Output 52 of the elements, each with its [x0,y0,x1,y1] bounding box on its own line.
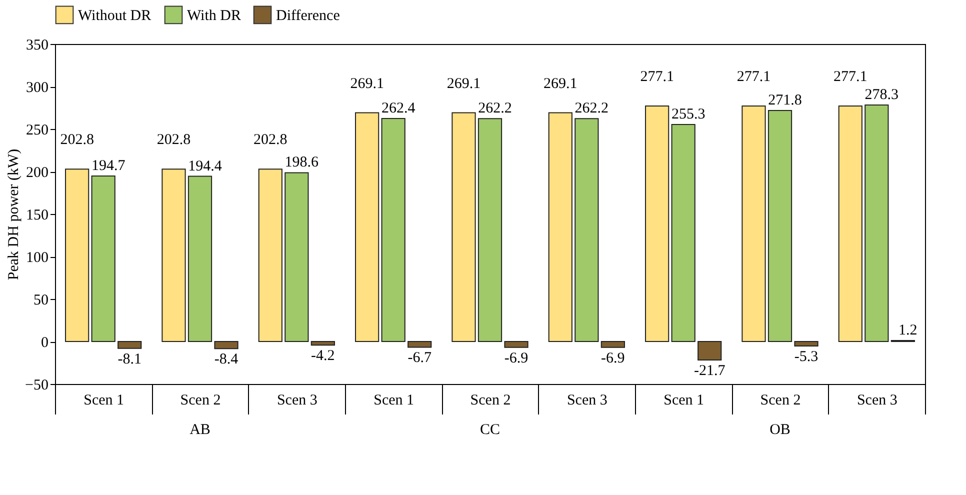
x-tick-label: Scen 3 [276,392,318,408]
y-tick-label: 250 [26,122,48,138]
text: CC [480,422,500,438]
legend-label: Difference [276,8,340,24]
data-label: 277.1 [736,68,771,85]
y-tick-label: 300 [26,80,48,96]
data-label: 269.1 [446,76,481,92]
x-tick-label: Scen 3 [566,392,608,408]
y-axis-title: Peak DH power (kW) [6,148,22,280]
data-label: -8.1 [118,351,142,368]
data-label: 194.4 [188,158,222,174]
y-tick-label: 50 [34,292,48,308]
text: OB [770,422,790,438]
data-label: 202.8 [156,132,191,148]
data-label: 202.8 [60,132,94,148]
x-tick-label: Scen 2 [760,392,801,408]
data-label: -6.9 [601,350,625,366]
legend-label: With DR [187,8,241,24]
y-tick-label: 0 [41,335,48,351]
data-label: 194.7 [91,158,126,174]
data-label: 269.1 [350,76,384,92]
data-label: 277.1 [640,68,674,85]
x-tick-label: Scen 1 [84,392,124,408]
data-label: 271.8 [768,92,802,108]
x-tick-label: Scen 1 [664,392,704,408]
y-tick-label: 350 [26,38,48,54]
data-label: -6.9 [504,350,528,366]
data-label: 278.3 [864,86,899,103]
data-label: 277.1 [834,68,868,85]
data-label: -6.7 [408,350,432,366]
data-label: 198.6 [284,154,320,171]
data-label: 202.8 [254,132,288,148]
data-label: -8.4 [214,352,239,368]
data-label: 262.2 [478,100,512,117]
x-tick-label: Scen 2 [470,392,511,408]
y-tick-label: 100 [26,250,48,266]
text: AB [190,422,210,438]
data-label: -5.3 [794,349,818,366]
data-label: 269.1 [544,76,578,92]
data-label: -21.7 [694,362,726,379]
data-label: 255.3 [671,106,706,122]
x-tick-label: Scen 1 [374,392,414,408]
legend-label: Without DR [78,8,152,24]
x-tick-label: Scen 3 [856,392,898,408]
y-tick-label: −50 [25,378,48,394]
data-label: 262.2 [574,100,609,117]
data-label: 262.4 [381,100,416,116]
x-tick-label: Scen 2 [180,392,221,408]
y-tick-label: 200 [26,165,48,181]
data-label: -4.2 [311,348,335,364]
data-label: 1.2 [898,322,918,338]
y-tick-label: 150 [26,208,48,224]
